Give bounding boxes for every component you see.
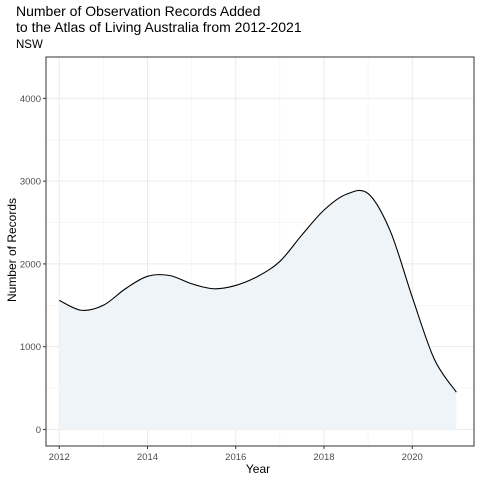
panel-border	[45, 56, 475, 447]
chart-subtitle: NSW	[16, 39, 43, 51]
x-tick-label: 2018	[313, 452, 334, 463]
y-tick-label: 4000	[20, 94, 41, 105]
x-axis-label: Year	[245, 462, 271, 476]
x-tick-label: 2020	[402, 452, 423, 463]
y-axis-label: Number of Records	[5, 197, 19, 303]
chart-title-line-2: to the Atlas of Living Australia from 20…	[16, 19, 302, 35]
chart-title-line-1: Number of Observation Records Added	[16, 3, 261, 19]
x-tick-label: 2012	[49, 452, 70, 463]
y-tick-label: 2000	[20, 259, 41, 270]
series-line	[58, 189, 457, 393]
y-tick-label: 0	[36, 425, 41, 436]
x-tick-label: 2016	[225, 452, 246, 463]
y-tick-label: 3000	[20, 177, 41, 188]
y-tick-label: 1000	[20, 342, 41, 353]
x-tick-label: 2014	[137, 452, 158, 463]
area-fill	[59, 190, 457, 430]
